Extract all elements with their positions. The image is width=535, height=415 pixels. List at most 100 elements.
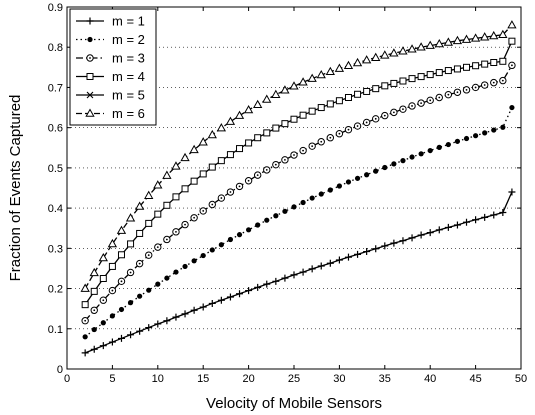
triangle-marker (452, 35, 463, 45)
y-tick-label: 0.2 (48, 284, 63, 296)
dot-marker (227, 236, 234, 243)
dot-marker (137, 293, 143, 299)
plus-marker (290, 271, 298, 279)
dot-marker (91, 326, 97, 333)
circle-dot-center (202, 210, 205, 212)
circle-dot-center (175, 230, 177, 233)
triangle-marker (507, 20, 517, 29)
plus-marker (354, 250, 362, 258)
triangle-marker (352, 57, 363, 67)
dot-marker (473, 133, 479, 139)
circle-dot-center (120, 280, 123, 283)
dot-marker (500, 124, 506, 130)
circle-dot-center (374, 117, 377, 120)
square-marker (308, 107, 316, 115)
circle-dot-center (184, 223, 186, 226)
square-marker (181, 185, 189, 193)
triangle-marker (371, 52, 381, 61)
y-tick-label: 0 (57, 364, 63, 376)
square-marker (154, 210, 162, 218)
circle-dot-center (274, 163, 277, 166)
triangle-marker (234, 110, 245, 119)
x-tick-label: 25 (288, 373, 300, 385)
x-tick-label: 5 (109, 373, 115, 385)
dot-marker (454, 138, 461, 144)
dot-marker (109, 313, 115, 319)
dot-marker (100, 320, 106, 326)
triangle-marker (207, 129, 217, 139)
plus-marker (344, 253, 352, 261)
dot-marker (264, 217, 270, 223)
triangle-marker (180, 152, 190, 162)
square-marker (472, 62, 480, 70)
x-tick-label: 0 (64, 373, 70, 385)
circle-dot-center (293, 154, 295, 156)
dot-marker (418, 151, 424, 157)
circle-dot-center (392, 111, 395, 114)
plus-marker (117, 334, 125, 342)
y-tick-label: 0.7 (48, 82, 63, 94)
x-tick-label: 30 (333, 373, 345, 385)
square-marker (399, 77, 407, 85)
triangle-marker (116, 225, 127, 234)
dot-marker (236, 232, 243, 238)
plus-marker (408, 234, 416, 242)
legend-label: m = 5 (112, 88, 145, 103)
dot-marker (309, 195, 315, 201)
dot-marker (509, 104, 515, 111)
plus-marker (90, 345, 98, 353)
legend-entry: m = 5 (76, 88, 145, 103)
plus-marker (208, 299, 216, 307)
plus-marker (181, 310, 189, 318)
dot-marker (246, 227, 252, 233)
dot-marker (218, 242, 224, 248)
square-marker (499, 57, 507, 65)
y-tick-label: 0.8 (48, 42, 63, 54)
triangle-marker (253, 99, 263, 109)
square-marker (81, 301, 89, 309)
plus-marker (136, 327, 144, 335)
legend-label: m = 4 (112, 69, 145, 84)
square-marker (127, 240, 135, 248)
dot-marker (127, 300, 134, 306)
dot-marker (273, 213, 279, 219)
triangle-marker (144, 190, 154, 199)
triangle-marker (107, 238, 118, 248)
square-marker (290, 115, 298, 123)
series-m-2 (82, 104, 515, 340)
triangle-marker (343, 60, 354, 70)
square-marker (490, 59, 498, 67)
dot-marker (87, 36, 93, 43)
circle-dot-center (465, 88, 468, 91)
circle-dot-center (338, 132, 341, 135)
plus-marker (154, 320, 162, 328)
circle-dot-center (329, 136, 332, 139)
square-marker (481, 60, 489, 68)
square-marker (453, 65, 461, 73)
square-marker (117, 251, 125, 259)
triangle-marker (243, 104, 254, 114)
circle-dot-center (147, 254, 150, 257)
triangle-marker (434, 38, 444, 48)
legend-entry: m = 6 (76, 106, 145, 121)
square-marker (145, 219, 153, 227)
plus-marker (444, 223, 452, 231)
series-line (84, 24, 513, 289)
square-marker (245, 139, 253, 147)
x-tick-label: 10 (152, 373, 164, 385)
triangle-marker (361, 55, 372, 64)
circle-dot-center (402, 108, 404, 111)
circle-dot-center (165, 238, 168, 241)
circle-dot-center (156, 246, 159, 249)
series-m-1 (81, 188, 516, 357)
dot-marker (445, 141, 451, 148)
square-marker (263, 129, 271, 137)
legend-label: m = 6 (112, 106, 145, 121)
legend-entry: m = 3 (76, 51, 145, 66)
triangle-marker (225, 116, 236, 125)
circle-dot-center (193, 216, 196, 219)
plus-marker (381, 242, 389, 250)
axis-ticks: 0 0.1 0.2 0.3 0.4 0.5 0.6 0.7 0.8 0.9 0 5 10 15 20 25 30… (48, 2, 527, 385)
plus-marker (190, 306, 198, 314)
